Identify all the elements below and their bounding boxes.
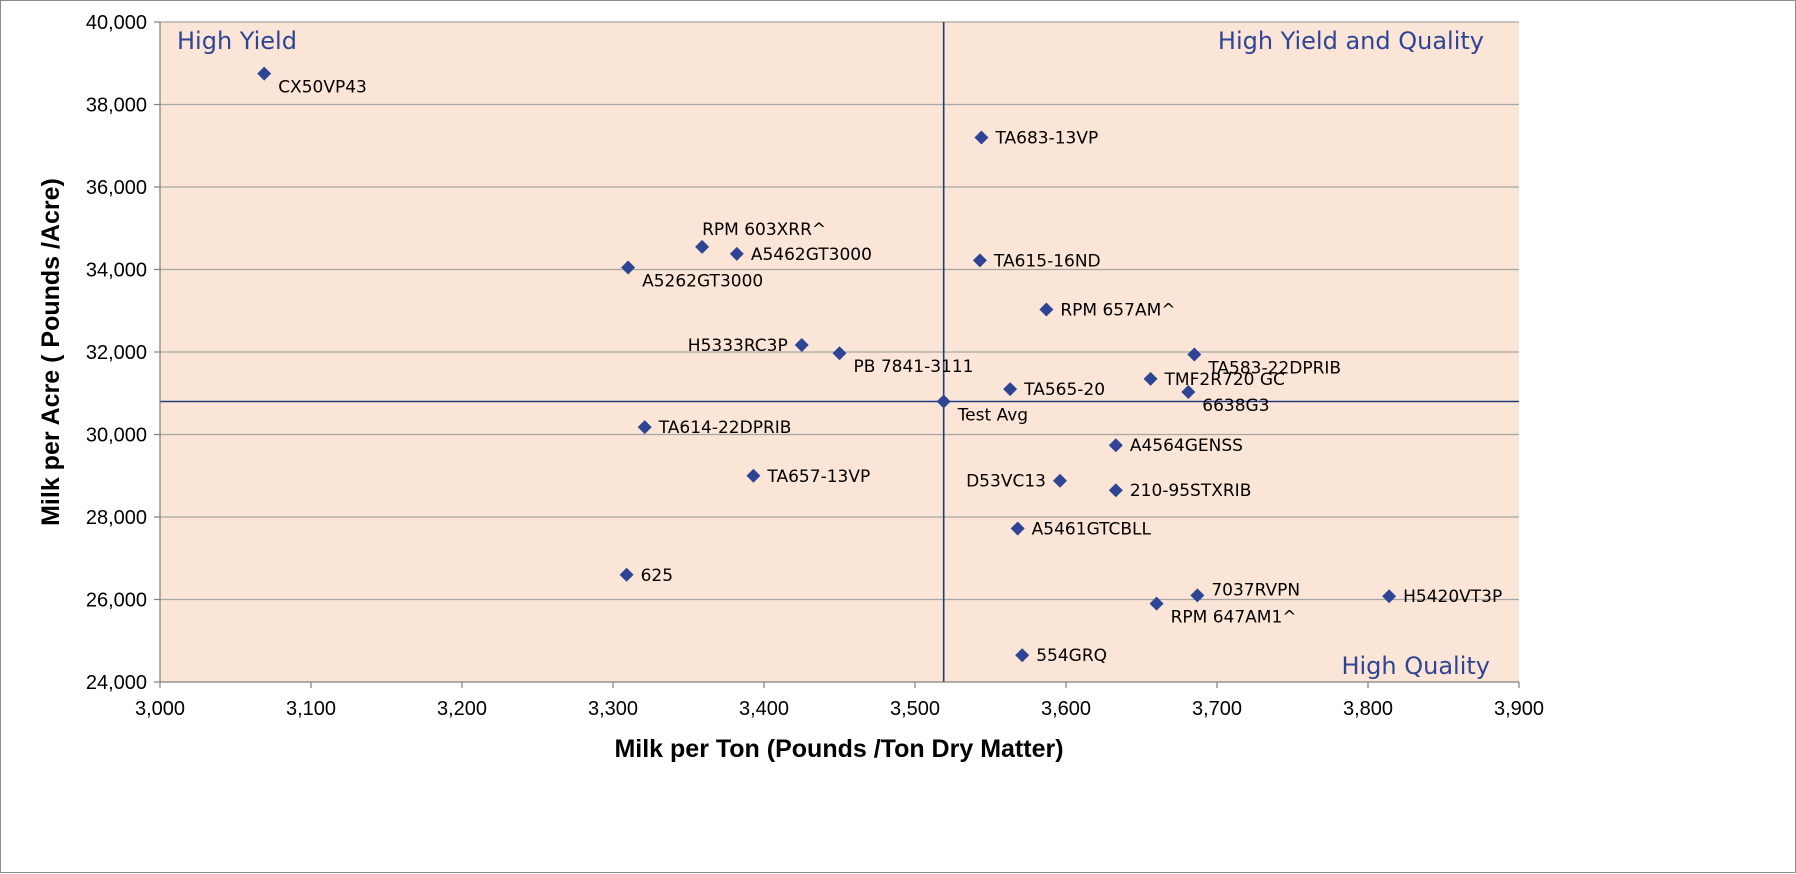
x-axis-title: Milk per Ton (Pounds /Ton Dry Matter) xyxy=(614,735,1063,763)
x-tick-label: 3,700 xyxy=(1192,698,1242,720)
data-point-label: RPM 603XRR^ xyxy=(702,220,826,240)
quadrant-label-top-left: High Yield xyxy=(177,27,297,55)
data-point xyxy=(1382,589,1397,604)
y-tick-label: 28,000 xyxy=(86,507,147,529)
data-point-label: TA565-20 xyxy=(1023,380,1105,400)
data-point-label: D53VC13 xyxy=(966,472,1046,492)
data-point xyxy=(1039,302,1054,317)
data-point xyxy=(257,66,272,81)
data-point xyxy=(695,239,710,254)
data-point-label: A5461GTCBLL xyxy=(1032,520,1152,540)
data-point xyxy=(637,420,652,435)
data-point xyxy=(1187,347,1202,362)
data-point xyxy=(1003,382,1018,397)
data-point-label: TMF2R720 GC xyxy=(1164,370,1285,390)
data-point-label: TA615-16ND xyxy=(993,251,1101,271)
data-point-label: 210-95STXRIB xyxy=(1130,481,1252,501)
data-point xyxy=(1181,385,1196,400)
y-tick-label: 24,000 xyxy=(86,672,147,694)
y-tick-label: 36,000 xyxy=(86,177,147,199)
data-point-label: 7037RVPN xyxy=(1211,580,1300,600)
data-point xyxy=(794,337,809,352)
x-axis-ticks: 3,000 3,100 3,200 3,300 3,400 3,500 3,600 3,700… xyxy=(135,682,1544,720)
data-point-label: TA657-13VP xyxy=(766,467,870,487)
x-tick-label: 3,400 xyxy=(739,698,789,720)
x-tick-label: 3,900 xyxy=(1494,698,1544,720)
point-labels: CX50VP43 TA683-13VP RPM 603XRR^ A5462GT3000… xyxy=(278,78,1502,667)
data-point-label: A5262GT3000 xyxy=(642,271,763,291)
data-point-label: TA583-22DPRIB xyxy=(1207,358,1341,378)
data-point xyxy=(1015,648,1030,663)
x-tick-label: 3,300 xyxy=(588,698,638,720)
data-point xyxy=(1108,483,1123,498)
y-tick-label: 38,000 xyxy=(86,95,147,117)
quadrant-label-top-right: High Yield and Quality xyxy=(1218,27,1484,55)
data-point-label: TA683-13VP xyxy=(994,129,1098,149)
data-point xyxy=(1149,596,1164,611)
x-tick-label: 3,500 xyxy=(890,698,940,720)
data-point xyxy=(1108,438,1123,453)
data-point-label: TA614-22DPRIB xyxy=(658,418,792,438)
data-point-label: A5462GT3000 xyxy=(751,245,872,265)
data-point xyxy=(936,394,951,409)
data-points xyxy=(257,66,1397,663)
data-point-label: 554GRQ xyxy=(1036,646,1107,666)
data-point-label: RPM 647AM1^ xyxy=(1171,608,1297,628)
y-tick-label: 26,000 xyxy=(86,590,147,612)
data-point xyxy=(832,346,847,361)
quadrant-label-bottom-right: High Quality xyxy=(1341,652,1490,680)
data-point xyxy=(1190,588,1205,603)
data-point-label: RPM 657AM^ xyxy=(1060,301,1175,321)
y-axis-title: Milk per Acre ( Pounds /Acre) xyxy=(37,178,65,526)
y-tick-label: 40,000 xyxy=(86,12,147,34)
x-tick-label: 3,600 xyxy=(1041,698,1091,720)
data-point xyxy=(974,130,989,145)
data-point-label: PB 7841-3111 xyxy=(854,357,974,377)
gridlines xyxy=(160,21,1519,601)
data-point xyxy=(1052,473,1067,488)
y-tick-label: 32,000 xyxy=(86,342,147,364)
x-tick-label: 3,100 xyxy=(286,698,336,720)
data-point-label: 6638G3 xyxy=(1202,396,1269,416)
reference-lines xyxy=(160,22,1519,682)
data-point xyxy=(1010,521,1025,536)
data-point-label: H5333RC3P xyxy=(688,336,788,356)
data-point-label: Test Avg xyxy=(957,406,1028,426)
x-tick-label: 3,800 xyxy=(1343,698,1393,720)
data-point-label: CX50VP43 xyxy=(278,78,367,98)
data-point xyxy=(621,260,636,275)
x-tick-label: 3,000 xyxy=(135,698,185,720)
data-point xyxy=(619,567,634,582)
y-tick-label: 34,000 xyxy=(86,260,147,282)
data-point xyxy=(729,246,744,261)
data-point xyxy=(1143,371,1158,386)
data-point-label: A4564GENSS xyxy=(1130,436,1243,456)
data-point-label: H5420VT3P xyxy=(1403,587,1502,607)
x-tick-label: 3,200 xyxy=(437,698,487,720)
data-point-label: 625 xyxy=(641,566,673,586)
y-tick-label: 30,000 xyxy=(86,425,147,447)
y-axis-ticks: 24,000 26,000 28,000 30,000 32,000 34,000 36,0… xyxy=(86,12,160,694)
data-point xyxy=(746,468,761,483)
